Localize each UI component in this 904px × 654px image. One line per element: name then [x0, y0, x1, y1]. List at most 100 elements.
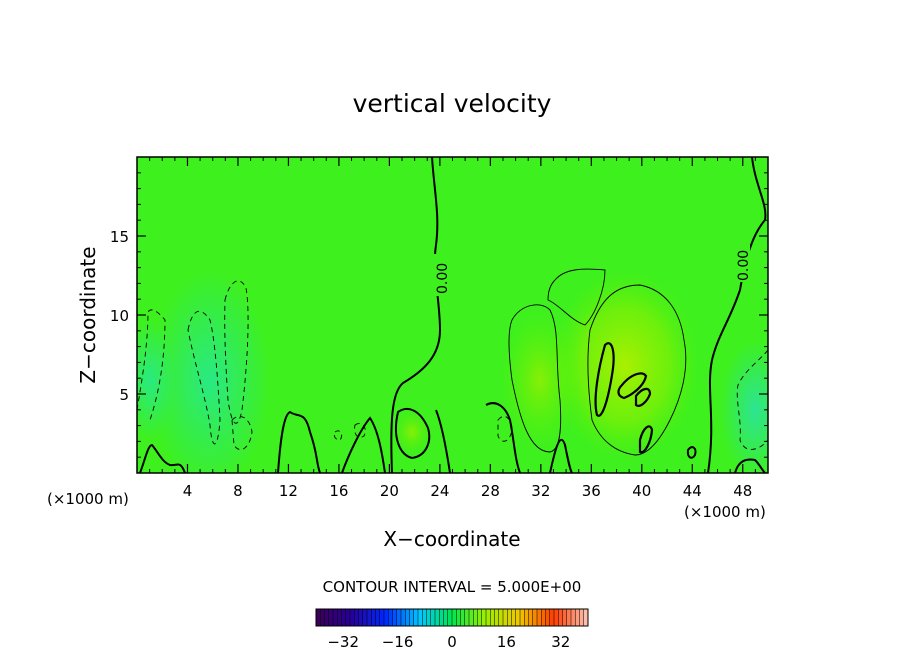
- x-tick-label: 28: [481, 482, 500, 500]
- zero-label-right: 0.00: [736, 250, 752, 281]
- colorbar-swatch: [324, 609, 330, 626]
- colorbar-swatch: [333, 609, 338, 626]
- negative-contours: [137, 280, 768, 450]
- colorbar-swatch: [439, 609, 444, 626]
- y-tick-label: 5: [119, 386, 129, 404]
- colorbar-swatch: [549, 609, 555, 626]
- x-tick-label: 36: [582, 482, 601, 500]
- chart-title: vertical velocity: [353, 89, 552, 118]
- colorbar-swatch: [371, 609, 376, 626]
- colorbar-swatch: [498, 609, 504, 626]
- strong-contour-core-a: [594, 342, 615, 417]
- negative-contour-left-b: [224, 280, 249, 424]
- x-tick-label: 44: [683, 482, 702, 500]
- colorbar-swatch: [384, 609, 389, 626]
- colorbar-tick-label: 16: [497, 633, 516, 651]
- zero-contour-bump-29: [485, 402, 521, 473]
- x-tick-label: 40: [632, 482, 651, 500]
- zero-contour-bump-31: [549, 438, 573, 473]
- negative-contour-22: [354, 423, 366, 438]
- colorbar-swatch: [447, 609, 453, 626]
- x-tick-label: 20: [380, 482, 399, 500]
- strong-contour-core-d: [638, 425, 654, 454]
- colorbar-swatch: [583, 609, 589, 626]
- colorbar-tick-label: −16: [382, 633, 414, 651]
- colorbar-swatch: [558, 609, 563, 626]
- colorbar-swatch: [464, 609, 470, 626]
- colorbar-swatch: [337, 609, 342, 626]
- x-axis-title: X−coordinate: [383, 527, 520, 551]
- zero-contour-left-column: [390, 157, 442, 473]
- positive-contours: [508, 268, 687, 456]
- strong-updraft-contours: [594, 342, 654, 454]
- colorbar: [315, 608, 589, 627]
- contour-interval-label: CONTOUR INTERVAL = 5.000E+00: [323, 578, 582, 596]
- strong-contour-core-c: [634, 387, 652, 407]
- colorbar-swatch: [443, 609, 449, 626]
- zero-contour-bump-20: [341, 416, 386, 473]
- colorbar-swatch: [511, 609, 517, 626]
- colorbar-swatch: [388, 609, 393, 626]
- colorbar-swatch: [571, 609, 576, 626]
- colorbar-swatch: [477, 609, 483, 626]
- colorbar-swatch: [401, 609, 406, 626]
- colorbar-swatch: [426, 609, 432, 626]
- zero-contour-labels: 0.00 0.00: [433, 240, 752, 296]
- colorbar-tick-label: 32: [551, 633, 570, 651]
- colorbar-swatch: [532, 609, 538, 626]
- negative-contour-far-left: [137, 309, 166, 421]
- zero-contour-bump-14: [277, 410, 321, 473]
- colorbar-swatch: [473, 609, 478, 626]
- colorbar-ticks: −32 −16 0 16 32: [327, 633, 570, 651]
- colorbar-swatch: [494, 609, 500, 626]
- colorbar-swatch: [452, 609, 457, 626]
- colorbar-swatch: [460, 609, 466, 626]
- colorbar-frame: [315, 608, 589, 627]
- colorbar-swatch: [392, 609, 398, 626]
- colorbar-swatch: [375, 609, 381, 626]
- y-axis-title: Z−coordinate: [76, 246, 100, 383]
- colorbar-swatch: [537, 609, 542, 626]
- colorbar-swatch: [481, 609, 487, 626]
- y-axis: 5 10 15: [110, 172, 768, 458]
- y-tick-label: 15: [110, 228, 129, 246]
- colorbar-swatch: [554, 609, 559, 626]
- negative-contour-left-c: [231, 416, 253, 450]
- negative-contour-left-a: [187, 310, 221, 445]
- colorbar-swatch: [503, 609, 508, 626]
- colorbar-swatch: [396, 609, 402, 626]
- colorbar-swatch: [413, 609, 419, 626]
- zero-contour-bump-48: [734, 458, 766, 473]
- colorbar-swatch: [507, 609, 512, 626]
- positive-contour-outer-30: [508, 304, 562, 453]
- colorbar-swatch: [435, 609, 440, 626]
- colorbar-swatch: [524, 609, 529, 626]
- colorbar-swatch: [541, 609, 546, 626]
- colorbar-swatch: [350, 609, 355, 626]
- colorbar-swatch: [418, 609, 423, 626]
- zero-contours: [139, 157, 767, 473]
- colorbar-swatch: [367, 609, 372, 626]
- colorbar-swatch: [566, 609, 572, 626]
- colorbar-swatch: [341, 609, 347, 626]
- colorbar-swatch: [528, 609, 534, 626]
- zero-contour-cell-22: [394, 408, 431, 460]
- colorbar-swatch: [486, 609, 491, 626]
- zero-contour-bump-44: [686, 446, 697, 459]
- colorbar-swatch: [405, 609, 410, 626]
- downdraft-region-far-left: [137, 320, 175, 440]
- plot-area: 0.00 0.00: [137, 157, 768, 473]
- updraft-region-main: [550, 270, 700, 460]
- colorbar-swatch: [409, 609, 415, 626]
- colorbar-swatch: [456, 609, 461, 626]
- zero-contour-bump-26: [435, 409, 451, 473]
- negative-contour-right: [736, 349, 768, 450]
- x-tick-label: 16: [329, 482, 348, 500]
- colorbar-swatch: [422, 609, 427, 626]
- downdraft-region-left: [150, 270, 270, 473]
- colorbar-swatch: [320, 609, 325, 626]
- zero-contour-right-column: [707, 157, 767, 473]
- colorbar-swatch: [579, 609, 585, 626]
- y-tick-label: 10: [110, 307, 129, 325]
